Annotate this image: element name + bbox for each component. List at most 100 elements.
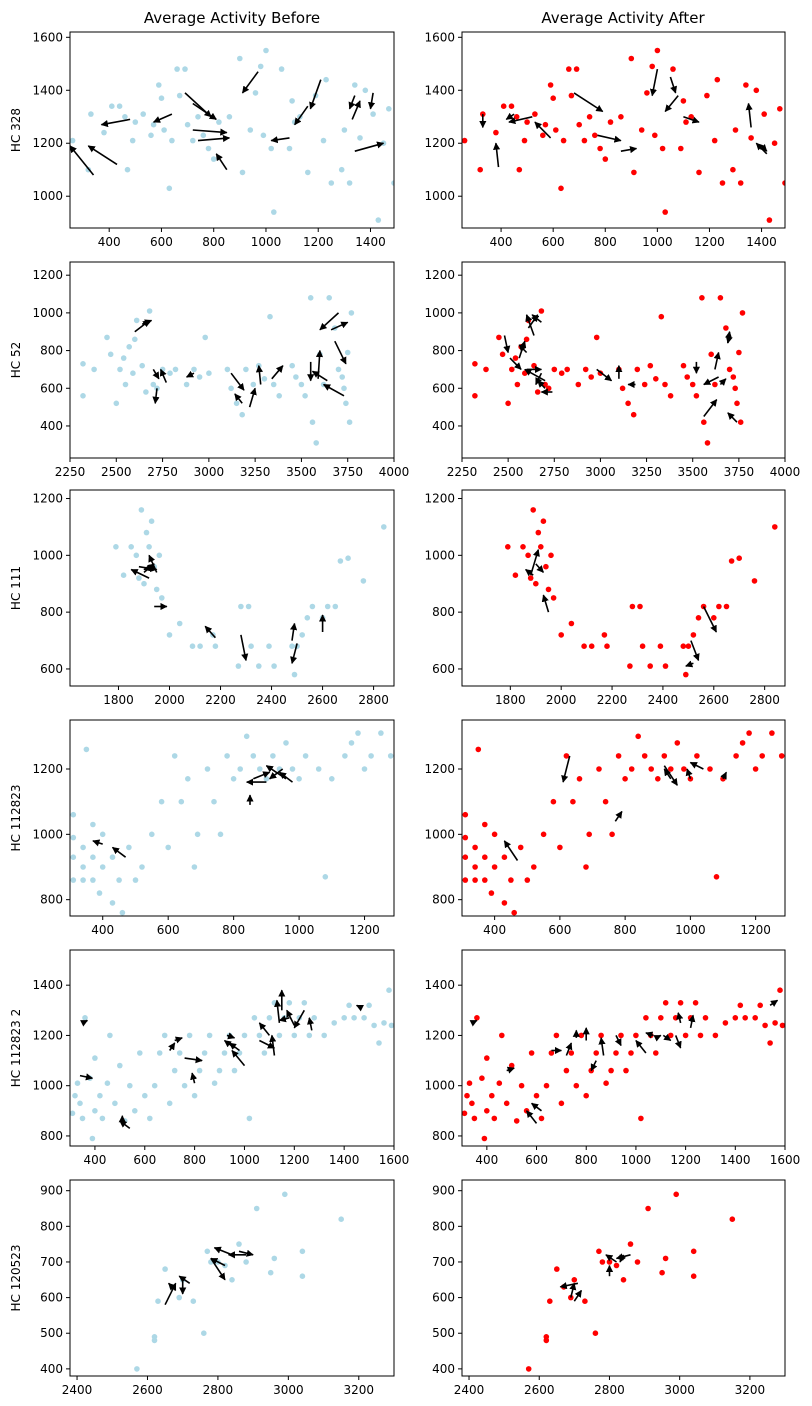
data-point [628, 766, 635, 772]
data-point [346, 419, 353, 426]
plot-area [472, 295, 746, 446]
data-point [113, 400, 120, 407]
data-point [618, 114, 624, 120]
data-point [545, 586, 552, 593]
y-tick-label: 400 [432, 419, 455, 433]
data-point [235, 663, 242, 669]
y-tick-label: 1400 [32, 978, 63, 992]
data-point [204, 766, 211, 772]
x-tick-label: 2600 [524, 1383, 555, 1397]
data-point [267, 313, 273, 320]
plot-area [70, 987, 394, 1142]
data-point [690, 1273, 697, 1279]
data-point [464, 1092, 470, 1099]
data-point [629, 603, 636, 610]
data-point [79, 1115, 86, 1122]
data-point [627, 1241, 634, 1247]
data-point [306, 1032, 313, 1039]
y-tick-label: 1200 [32, 762, 63, 776]
x-tick-label: 1000 [229, 1153, 260, 1167]
data-point [140, 111, 146, 117]
data-point [200, 132, 207, 139]
data-point [216, 1067, 223, 1074]
x-tick-label: 600 [133, 1153, 156, 1167]
x-tick-label: 3000 [664, 1383, 695, 1397]
y-tick-label: 1400 [424, 978, 455, 992]
y-tick-label: 500 [40, 1326, 63, 1340]
data-point [344, 349, 351, 356]
data-point [723, 603, 730, 610]
x-tick-label: 4000 [379, 465, 410, 479]
data-point [596, 1248, 602, 1255]
axes-frame [461, 949, 786, 1147]
movement-arrow [159, 368, 168, 383]
x-tick-label: 3000 [273, 1383, 304, 1397]
data-point [645, 1205, 651, 1212]
data-point [683, 671, 689, 678]
data-point [752, 766, 759, 772]
plot-area [70, 730, 394, 916]
data-point [548, 552, 554, 559]
y-tick-label: 1000 [424, 189, 455, 203]
x-tick-label: 2500 [101, 465, 132, 479]
y-tick-label: 800 [432, 605, 455, 619]
movement-arrow [664, 95, 679, 113]
data-point [253, 1205, 260, 1212]
panel-after-6: 2400 2600 2800 3000 3200 400 500 600 700 800 900 [432, 1179, 786, 1397]
data-point [474, 1015, 480, 1021]
axes-frame [69, 949, 395, 1147]
x-tick-label: 600 [150, 235, 173, 249]
movement-arrow [653, 1034, 662, 1042]
y-tick-label: 1000 [32, 548, 63, 562]
data-point [263, 776, 270, 782]
data-point [525, 1366, 532, 1372]
plot-area [505, 507, 778, 678]
data-point [695, 615, 702, 621]
data-point [107, 351, 114, 358]
movement-arrow [215, 153, 228, 171]
data-point [743, 82, 749, 88]
data-point [759, 753, 765, 759]
y-tick-label: 600 [432, 1291, 455, 1305]
data-point [378, 730, 384, 736]
data-point [583, 1092, 589, 1099]
data-point [518, 1082, 525, 1089]
data-point [639, 643, 646, 649]
data-point [540, 831, 547, 838]
data-point [658, 313, 665, 320]
movement-arrow [503, 335, 511, 354]
data-point [598, 1032, 604, 1039]
data-point [678, 145, 684, 152]
data-point [685, 643, 692, 649]
data-point [338, 166, 345, 173]
movement-arrow [614, 810, 623, 822]
data-point [538, 544, 544, 550]
movement-arrow [745, 102, 753, 128]
data-point [501, 854, 508, 860]
data-point [558, 185, 564, 192]
data-point [352, 82, 358, 88]
data-point [323, 76, 329, 83]
x-tick-label: 1000 [675, 923, 706, 937]
movement-arrow [590, 1060, 598, 1072]
panel-before-3: 1800 2000 2200 2400 2600 2800 600 800 1000 1200 HC… [9, 489, 395, 707]
data-point [716, 603, 722, 610]
movement-arrow [178, 1275, 191, 1284]
data-point [479, 1075, 485, 1081]
data-point [302, 393, 308, 399]
data-point [289, 362, 296, 369]
x-tick-label: 3500 [286, 465, 317, 479]
data-point [521, 137, 528, 144]
data-point [271, 1255, 278, 1262]
data-point [362, 87, 369, 94]
movement-arrow [596, 368, 613, 382]
data-point [777, 987, 783, 993]
movement-arrow [619, 1254, 627, 1263]
data-point [500, 103, 507, 109]
data-point [126, 344, 132, 350]
data-point [568, 620, 575, 627]
data-point [120, 572, 127, 578]
data-point [496, 1080, 503, 1086]
data-point [628, 1050, 634, 1056]
movement-arrow [269, 768, 284, 780]
